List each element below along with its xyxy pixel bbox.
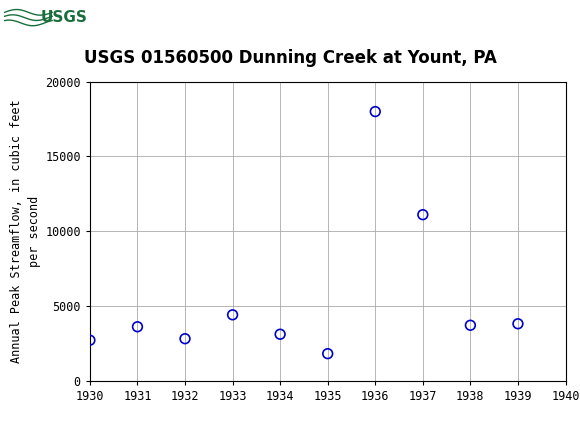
Point — [228, 311, 237, 318]
Point — [513, 320, 523, 327]
Point — [323, 350, 332, 357]
FancyBboxPatch shape — [3, 2, 107, 34]
Point — [133, 323, 142, 330]
Point — [418, 211, 427, 218]
Text: USGS 01560500 Dunning Creek at Yount, PA: USGS 01560500 Dunning Creek at Yount, PA — [84, 49, 496, 68]
Y-axis label: Annual Peak Streamflow, in cubic feet
per second: Annual Peak Streamflow, in cubic feet pe… — [10, 99, 41, 363]
Point — [180, 335, 190, 342]
Point — [276, 331, 285, 338]
Text: USGS: USGS — [41, 10, 87, 25]
Point — [85, 337, 95, 344]
Point — [371, 108, 380, 115]
Point — [466, 322, 475, 329]
